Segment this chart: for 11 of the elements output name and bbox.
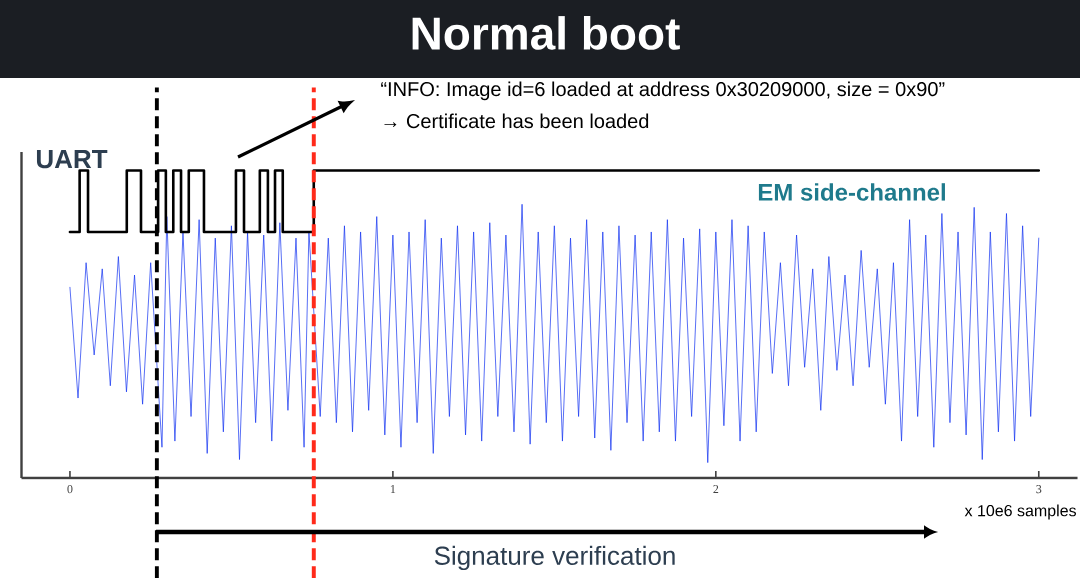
series-label: UART	[36, 150, 108, 169]
x-tick-label: 1	[390, 485, 396, 493]
x-tick-label: 3	[1036, 485, 1042, 494]
series-label: EM side-channel	[758, 183, 945, 201]
text: Signature verification	[434, 545, 675, 571]
x-axis-title: x 10e6 samples	[964, 504, 1077, 520]
x-tick-label: 2	[713, 485, 719, 494]
x-tick-label: 0	[67, 485, 73, 494]
text: → Certificate has been loaded	[384, 113, 649, 129]
text: “INFO: Image id=6 loaded at address 0x30209000, size = 0x90”	[381, 81, 945, 101]
chart-title: Normal boot	[412, 16, 680, 50]
